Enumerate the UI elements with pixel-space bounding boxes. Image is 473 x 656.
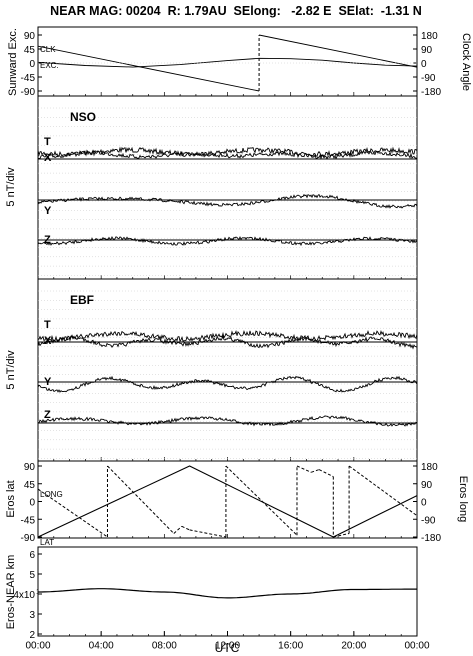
series-long-segment xyxy=(107,465,175,534)
series-long-segment xyxy=(189,529,227,538)
label-exc: EXC. xyxy=(40,61,59,70)
panel-eros-latlong-frame xyxy=(37,460,418,539)
x-tick-label: 00:00 xyxy=(404,640,429,651)
series-long-segment xyxy=(311,469,320,473)
series-long-segment xyxy=(348,465,418,517)
x-tick-label: 12:00 xyxy=(215,640,240,651)
ylabel-eros-long: Eros long xyxy=(457,476,469,522)
series-long-segment xyxy=(181,525,190,531)
y-tick-label: 5 xyxy=(29,570,35,581)
ylabel-ebf: 5 nT/div xyxy=(5,350,17,390)
x-tick-label: 08:00 xyxy=(152,640,177,651)
right-tick-label: 0 xyxy=(421,498,427,509)
series-long-segment xyxy=(173,525,183,534)
ylabel-eros-near-km: Eros-NEAR km xyxy=(5,555,17,630)
left-tick-label: 0 xyxy=(29,498,35,509)
trace-label-y: Y xyxy=(44,376,52,388)
trace-y xyxy=(37,375,418,393)
series-long-segment xyxy=(318,469,334,478)
trace-label-y: Y xyxy=(44,205,52,217)
trace-label-t: T xyxy=(44,136,51,148)
label-lat: LAT xyxy=(40,538,54,547)
right-tick-label: -90 xyxy=(421,515,436,526)
trace-label-x: X xyxy=(44,152,52,164)
tag-nso: NSO xyxy=(70,110,96,124)
right-tick-label: 180 xyxy=(421,31,438,42)
right-tick-label: 180 xyxy=(421,462,438,473)
series-clk-segment xyxy=(258,34,418,68)
ylabel-sunward: Sunward Exc. xyxy=(7,28,19,96)
left-tick-label: 45 xyxy=(24,480,36,491)
trace-label-t: T xyxy=(44,319,51,331)
left-tick-label: -90 xyxy=(21,87,36,98)
left-tick-label: 90 xyxy=(24,462,36,473)
trace-label-x: X xyxy=(44,335,52,347)
panel-eros-near-km-frame xyxy=(37,546,418,637)
label-long: LONG xyxy=(40,490,63,499)
left-tick-label: -90 xyxy=(21,533,36,544)
ylabel-nso: 5 nT/div xyxy=(5,167,17,207)
right-tick-label: 0 xyxy=(421,59,427,70)
series-range-line xyxy=(38,588,417,599)
ylabel-clock: Clock Angle xyxy=(460,33,472,91)
x-tick-label: 16:00 xyxy=(278,640,303,651)
x-tick-label: 04:00 xyxy=(89,640,114,651)
series-lat-line xyxy=(37,465,418,538)
y-tick-label: 4x10 xyxy=(13,590,35,601)
trace-t xyxy=(37,329,418,343)
series-long-segment xyxy=(37,488,108,538)
tag-ebf: EBF xyxy=(70,293,94,307)
y-tick-label: 2 xyxy=(29,630,35,641)
left-tick-label: 90 xyxy=(24,31,36,42)
panel-ebf-frame xyxy=(37,278,418,462)
label-clk: CLK xyxy=(40,45,56,54)
left-tick-label: 45 xyxy=(24,45,36,56)
left-tick-label: -45 xyxy=(21,73,36,84)
ylabel-eros-lat: Eros lat xyxy=(5,480,17,517)
trace-x xyxy=(37,149,418,160)
x-tick-label: 20:00 xyxy=(341,640,366,651)
series-long-segment xyxy=(333,532,350,538)
trace-label-z: Z xyxy=(44,409,51,421)
trace-x xyxy=(37,335,418,350)
right-tick-label: 90 xyxy=(421,45,433,56)
xlabel-utc: UTC xyxy=(215,641,240,655)
left-tick-label: -45 xyxy=(21,515,36,526)
right-tick-label: 90 xyxy=(421,480,433,491)
series-long-segment xyxy=(296,465,312,473)
trace-y xyxy=(37,193,418,209)
series-clk-segment xyxy=(37,45,260,92)
trace-label-z: Z xyxy=(44,234,51,246)
y-tick-label: 6 xyxy=(29,550,35,561)
x-tick-label: 00:00 xyxy=(25,640,50,651)
right-tick-label: -180 xyxy=(421,533,441,544)
series-long-segment xyxy=(225,465,298,536)
trace-z xyxy=(37,235,418,247)
series-exc-line xyxy=(37,57,418,68)
chart-title: NEAR MAG: 00204 R: 1.79AU SElong: -2.82 … xyxy=(50,4,422,18)
panel-sunward-clock-frame xyxy=(37,26,418,97)
left-tick-label: 0 xyxy=(29,59,35,70)
trace-z xyxy=(37,415,418,427)
right-tick-label: -180 xyxy=(421,87,441,98)
right-tick-label: -90 xyxy=(421,73,436,84)
y-tick-label: 3 xyxy=(29,610,35,621)
trace-t xyxy=(37,146,418,158)
